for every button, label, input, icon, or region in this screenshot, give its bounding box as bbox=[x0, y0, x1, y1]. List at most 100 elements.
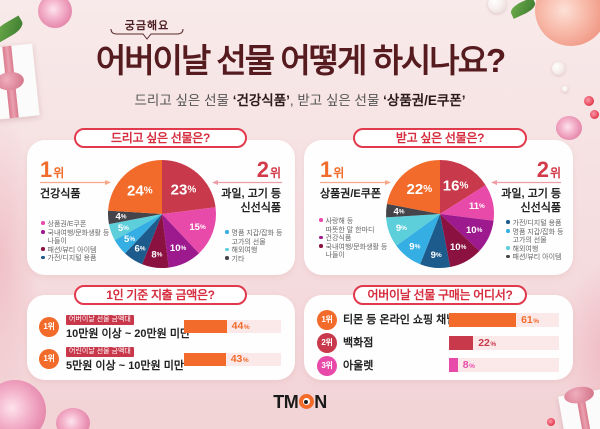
receive-rank1: 1위 bbox=[320, 159, 344, 181]
pie-slice bbox=[142, 214, 169, 268]
legend-label-continued: 따뜻한 말 한마디 bbox=[325, 226, 375, 234]
rank-badge: 1위 bbox=[39, 317, 59, 337]
legend-label: 패션/뷰티 아이템 bbox=[47, 246, 97, 254]
give-rank1-label: 건강식품 bbox=[40, 188, 81, 200]
receive-section-title: 받고 싶은 선물은? bbox=[353, 128, 527, 148]
legend-label: 명품 지갑/잡화 등 bbox=[512, 228, 564, 236]
pie-slice bbox=[108, 160, 162, 214]
logo-text-suffix: N bbox=[314, 392, 327, 412]
pie-slice bbox=[114, 214, 162, 254]
bar-value: 8% bbox=[463, 360, 475, 371]
legend-dot-icon bbox=[41, 221, 45, 225]
legend-label: 패션/뷰티 아이템 bbox=[512, 254, 562, 262]
legend-item: 패션/뷰티 아이템 bbox=[41, 247, 109, 256]
pie-slice bbox=[440, 214, 480, 268]
legend-label: 상품권/E쿠폰 bbox=[47, 221, 87, 228]
legend-label: 국내여행/문화생활 등 bbox=[47, 229, 110, 237]
legend-item: 해외여행 bbox=[506, 246, 563, 255]
subtitle-highlight: ‘건강식품’ bbox=[232, 93, 290, 108]
legend-item: 명품 지갑/잡화 등 고가의 선물 bbox=[225, 230, 282, 247]
bar-track: 8% bbox=[449, 358, 559, 372]
where-section-title: 어버이날 선물 구매는 어디서? bbox=[353, 285, 527, 305]
gift-box-decoration-icon bbox=[558, 384, 600, 429]
legend-dot-icon bbox=[506, 254, 510, 259]
bar-value-number: 44 bbox=[231, 320, 244, 333]
pie-slice bbox=[162, 160, 216, 214]
pearl-decoration-icon bbox=[562, 86, 568, 92]
channel-label: 백화점 bbox=[343, 337, 374, 349]
legend-dot-icon bbox=[41, 247, 45, 251]
bar-fill bbox=[449, 336, 474, 350]
pie-slice-label: 6% bbox=[134, 243, 145, 254]
pie-slice-label: 22% bbox=[407, 181, 433, 198]
give-legend-right: 명품 지갑/잡화 등 고가의 선물 해외여행 기타 bbox=[225, 230, 282, 264]
arrow-right-icon bbox=[320, 180, 391, 185]
receive-rank1-label: 상품권/E쿠폰 bbox=[320, 188, 381, 200]
rank-suffix: 위 bbox=[53, 166, 65, 180]
legend-dot-icon bbox=[319, 244, 323, 248]
bar-value-unit: % bbox=[533, 317, 540, 325]
amount-range-label: 5만원 이상 ~ 10만원 미만 bbox=[66, 360, 184, 372]
legend-label: 명품 지갑/잡화 등 bbox=[231, 230, 283, 237]
berry-decoration-icon bbox=[547, 418, 555, 426]
pie-slice-label: 10% bbox=[450, 242, 467, 253]
pie-slice-label: 10% bbox=[466, 225, 483, 236]
rank-suffix: 위 bbox=[549, 166, 561, 180]
subtitle-highlight: ‘상품권/E쿠폰’ bbox=[383, 93, 466, 108]
give-pie-chart: 23%15%10%8%6%5%5%4%24% bbox=[108, 160, 216, 268]
speech-bracket-icon bbox=[110, 28, 184, 40]
bar-track: 43% bbox=[184, 353, 281, 366]
pie-slice-label: 9% bbox=[396, 222, 407, 233]
legend-label: 건강식품 bbox=[325, 235, 352, 243]
bar-track: 61% bbox=[449, 313, 559, 327]
channel-label: 티몬 등 온라인 쇼핑 채널 bbox=[343, 314, 457, 326]
bar-value: 44% bbox=[232, 321, 250, 332]
legend-label: 가전/디지털 용품 bbox=[512, 220, 562, 227]
subtitle-text: 드리고 싶은 선물 bbox=[134, 93, 233, 108]
bar-value-unit: % bbox=[490, 340, 497, 348]
legend-dot-icon bbox=[506, 229, 510, 233]
arrow-right-icon bbox=[40, 180, 111, 185]
pie-slice bbox=[420, 214, 451, 268]
legend-item: 상품권/E쿠폰 bbox=[41, 221, 109, 230]
carnation-decoration-icon bbox=[556, 116, 582, 140]
legend-item: 건강식품 bbox=[319, 235, 387, 244]
legend-item: 사랑해 등 따뜻한 말 한마디 bbox=[319, 218, 387, 235]
receive-rank2: 2위 bbox=[537, 159, 561, 181]
pie-slice bbox=[108, 210, 162, 225]
give-rank2-label-line1: 과일, 고기 등 bbox=[221, 188, 281, 200]
bar-fill bbox=[449, 358, 458, 372]
carnation-decoration-icon bbox=[56, 408, 90, 429]
give-rank1: 1위 bbox=[40, 159, 64, 181]
leaf-decoration-icon bbox=[0, 15, 26, 43]
pie-slice bbox=[396, 214, 440, 265]
pie-slice bbox=[125, 214, 162, 265]
pie-slice-label: 10% bbox=[170, 243, 187, 254]
give-section-title: 드리고 싶은 선물은? bbox=[74, 128, 247, 148]
bar-value-number: 43 bbox=[230, 353, 243, 366]
pie-slice-label: 24% bbox=[127, 182, 153, 199]
rank-number: 1 bbox=[40, 157, 53, 182]
pearl-decoration-icon bbox=[488, 0, 506, 13]
bar-fill bbox=[184, 320, 227, 333]
receive-pie-chart: 16%11%10%10%9%9%9%4%22% bbox=[386, 160, 494, 268]
pie-slice-label: 5% bbox=[124, 234, 135, 245]
rank-badge: 3위 bbox=[317, 356, 337, 376]
header-kicker: 궁금해요 bbox=[124, 20, 170, 32]
bar-track: 44% bbox=[184, 320, 281, 333]
amount-tag: 어버이날 선물 금액대 bbox=[66, 315, 134, 325]
bar-value: 61% bbox=[521, 315, 539, 326]
subtitle-text: , 받고 싶은 선물 bbox=[289, 93, 384, 108]
legend-dot-icon bbox=[41, 255, 45, 260]
pie-slice-label: 16% bbox=[443, 177, 469, 194]
legend-dot-icon bbox=[225, 230, 229, 234]
rank-badge: 2위 bbox=[317, 333, 337, 353]
receive-legend-right: 가전/디지털 용품 명품 지갑/잡화 등 고가의 선물 해외여행 패션/뷰티 아이… bbox=[506, 220, 563, 263]
legend-dot-icon bbox=[41, 230, 45, 234]
bar-value-unit: % bbox=[243, 324, 250, 332]
legend-label: 가전/디지털 용품 bbox=[47, 255, 97, 263]
bar-track: 22% bbox=[449, 336, 559, 350]
pie-slice bbox=[162, 214, 199, 268]
carnation-decoration-icon bbox=[38, 0, 72, 28]
legend-dot-icon bbox=[225, 256, 229, 260]
